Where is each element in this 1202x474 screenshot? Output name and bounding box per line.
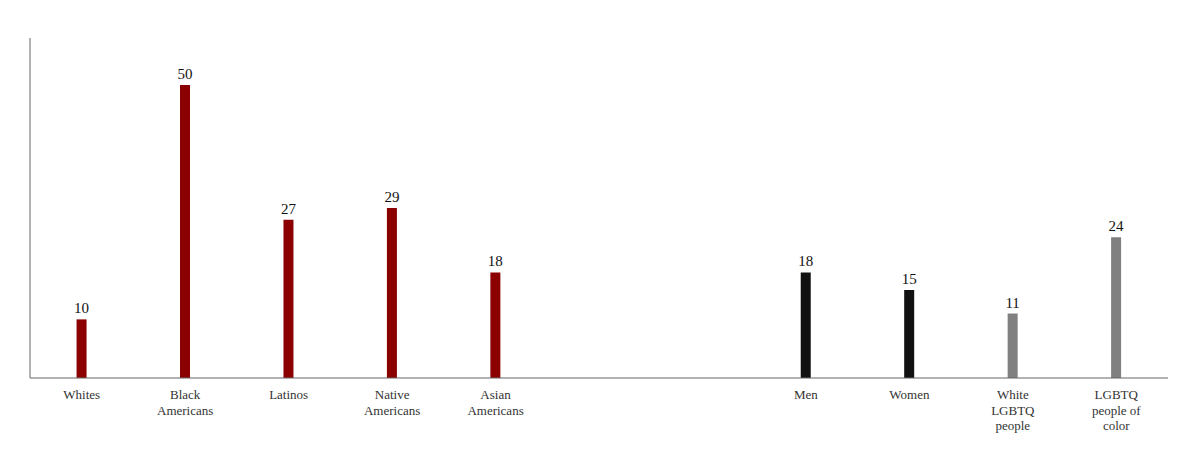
svg-text:10: 10 bbox=[74, 300, 89, 316]
svg-text:27: 27 bbox=[281, 201, 297, 217]
svg-text:Whites: Whites bbox=[63, 387, 100, 402]
svg-text:18: 18 bbox=[798, 253, 813, 269]
svg-text:NativeAmericans: NativeAmericans bbox=[364, 387, 420, 418]
svg-text:AsianAmericans: AsianAmericans bbox=[467, 387, 523, 418]
svg-text:29: 29 bbox=[384, 189, 399, 205]
svg-text:Men: Men bbox=[794, 387, 818, 402]
svg-text:LGBTQpeople ofcolor: LGBTQpeople ofcolor bbox=[1092, 387, 1141, 433]
svg-text:24: 24 bbox=[1109, 218, 1125, 234]
svg-text:Latinos: Latinos bbox=[269, 387, 308, 402]
svg-text:Women: Women bbox=[889, 387, 930, 402]
svg-text:18: 18 bbox=[488, 253, 503, 269]
svg-text:50: 50 bbox=[178, 66, 193, 82]
svg-text:WhiteLGBTQpeople: WhiteLGBTQpeople bbox=[991, 387, 1035, 433]
svg-text:11: 11 bbox=[1005, 295, 1019, 311]
svg-text:15: 15 bbox=[902, 271, 917, 287]
svg-text:BlackAmericans: BlackAmericans bbox=[157, 387, 213, 418]
